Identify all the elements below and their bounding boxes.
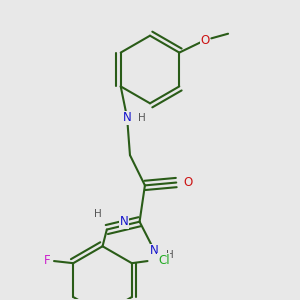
Text: N: N xyxy=(150,244,159,257)
Text: H: H xyxy=(138,113,146,124)
Text: H: H xyxy=(94,208,102,218)
Text: H: H xyxy=(166,250,173,260)
Text: O: O xyxy=(183,176,192,189)
Text: O: O xyxy=(200,34,210,46)
Text: Cl: Cl xyxy=(158,254,170,267)
Text: N: N xyxy=(119,215,128,228)
Text: F: F xyxy=(44,254,51,267)
Text: N: N xyxy=(123,111,131,124)
